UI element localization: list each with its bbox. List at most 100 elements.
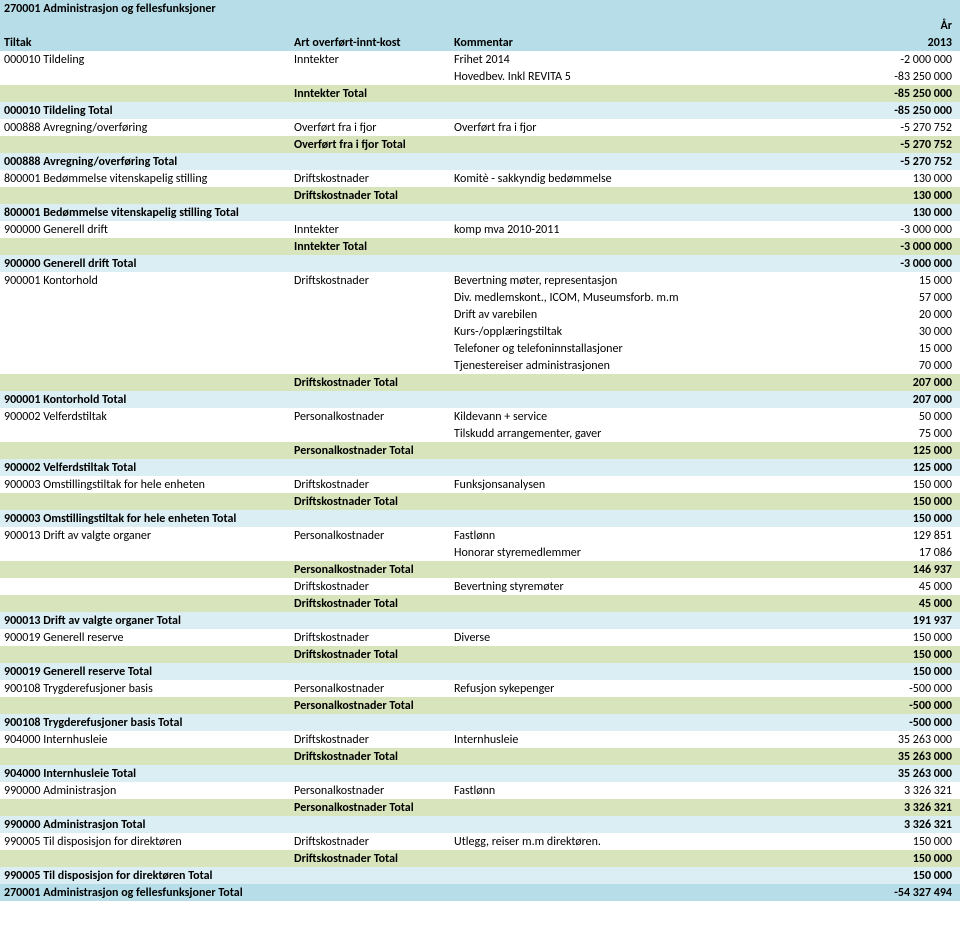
table-row: Kurs-/opplæringstiltak30 000 [0,323,960,340]
col-art: Personalkostnader [290,682,450,696]
col-value: 17 086 [820,546,960,560]
budget-table: 270001 Administrasjon og fellesfunksjone… [0,0,960,901]
table-row: 000888 Avregning/overføring Total -5 270 … [0,153,960,170]
col-tiltak: 900108 Trygderefusjoner basis Total [0,716,290,730]
col-art: Inntekter [290,53,450,67]
table-row: 000010 TildelingInntekterFrihet 2014-2 0… [0,51,960,68]
col-value: 50 000 [820,410,960,424]
table-row: Tjenestereiser administrasjonen70 000 [0,357,960,374]
col-kommentar: Refusjon sykepenger [450,682,820,696]
col-kommentar: Tilskudd arrangementer, gaver [450,427,820,441]
col-tiltak: 900001 Kontorhold [0,274,290,288]
col-value: 15 000 [820,274,960,288]
table-row: 800001 Bedømmelse vitenskapelig stilling… [0,170,960,187]
col-value: -3 000 000 [820,240,960,254]
col-art: Driftskostnader [290,835,450,849]
table-row: TiltakArt overført-innt-kostKommentar201… [0,34,960,51]
col-art: Driftskostnader [290,631,450,645]
table-row: Hovedbev. Inkl REVITA 5-83 250 000 [0,68,960,85]
col-tiltak: Tiltak [0,36,290,50]
col-value: -500 000 [820,699,960,713]
col-art: Personalkostnader Total [290,801,450,815]
col-art: Overført fra i fjor Total [290,138,450,152]
table-row: Inntekter Total-85 250 000 [0,85,960,102]
col-value: 15 000 [820,342,960,356]
col-tiltak: 990000 Administrasjon Total [0,818,290,832]
col-kommentar: Drift av varebilen [450,308,820,322]
table-row: Inntekter Total-3 000 000 [0,238,960,255]
table-row: Personalkostnader Total3 326 321 [0,799,960,816]
col-value: -5 270 752 [820,155,960,169]
table-row: 900108 Trygderefusjoner basis Total-500 … [0,714,960,731]
col-tiltak: 000888 Avregning/overføring Total [0,155,290,169]
col-art: Personalkostnader [290,529,450,543]
col-value: 129 851 [820,529,960,543]
col-value: 150 000 [820,869,960,883]
table-row: 900000 Generell driftInntekterkomp mva 2… [0,221,960,238]
col-kommentar: Funksjonsanalysen [450,478,820,492]
col-tiltak: 900000 Generell drift Total [0,257,290,271]
table-row: 990000 AdministrasjonPersonalkostnaderFa… [0,782,960,799]
col-kommentar: Telefoner og telefoninnstallasjoner [450,342,820,356]
col-tiltak: 990005 Til disposisjon for direktøren To… [0,869,290,883]
col-value: 75 000 [820,427,960,441]
table-row: 900002 Velferdstiltak Total 125 000 [0,459,960,476]
col-value: 150 000 [820,478,960,492]
col-value: 207 000 [820,376,960,390]
col-kommentar: Fastlønn [450,784,820,798]
col-value: 130 000 [820,189,960,203]
col-kommentar: Hovedbev. Inkl REVITA 5 [450,70,820,84]
table-row: 900003 Omstillingstiltak for hele enhete… [0,476,960,493]
col-art: Driftskostnader [290,478,450,492]
table-row: Drift av varebilen20 000 [0,306,960,323]
table-row: Driftskostnader Total35 263 000 [0,748,960,765]
col-value: 20 000 [820,308,960,322]
col-value: 150 000 [820,835,960,849]
col-tiltak: 900013 Drift av valgte organer Total [0,614,290,628]
col-value: 45 000 [820,580,960,594]
table-row: 900019 Generell reserveDriftskostnaderDi… [0,629,960,646]
col-art: Driftskostnader Total [290,495,450,509]
table-row: Driftskostnader Total 130 000 [0,187,960,204]
col-tiltak: 900002 Velferdstiltak Total [0,461,290,475]
table-row: 900013 Drift av valgte organerPersonalko… [0,527,960,544]
col-art: Art overført-innt-kost [290,36,450,50]
col-value: 125 000 [820,461,960,475]
col-value: 35 263 000 [820,733,960,747]
col-tiltak: 900000 Generell drift [0,223,290,237]
col-value: -2 000 000 [820,53,960,67]
col-art: Driftskostnader Total [290,189,450,203]
col-value: -3 000 000 [820,257,960,271]
col-kommentar: Bevertning styremøter [450,580,820,594]
col-kommentar: Frihet 2014 [450,53,820,67]
table-row: 900013 Drift av valgte organer Total191 … [0,612,960,629]
table-row: 900000 Generell drift Total -3 000 000 [0,255,960,272]
col-value: 150 000 [820,512,960,526]
col-art: Personalkostnader Total [290,444,450,458]
col-value: -500 000 [820,682,960,696]
table-row: År [0,17,960,34]
col-kommentar: Internhusleie [450,733,820,747]
table-row: 800001 Bedømmelse vitenskapelig stilling… [0,204,960,221]
table-row: Tilskudd arrangementer, gaver75 000 [0,425,960,442]
col-kommentar: Div. medlemskont., ICOM, Museumsforb. m.… [450,291,820,305]
col-art: Personalkostnader Total [290,699,450,713]
table-row: 990005 Til disposisjon for direktøren To… [0,867,960,884]
col-art: Driftskostnader [290,274,450,288]
table-row: 900003 Omstillingstiltak for hele enhete… [0,510,960,527]
col-tiltak: 270001 Administrasjon og fellesfunksjone… [0,886,290,900]
col-value: 125 000 [820,444,960,458]
table-row: Driftskostnader Total150 000 [0,493,960,510]
col-tiltak: 900002 Velferdstiltak [0,410,290,424]
col-art: Driftskostnader [290,580,450,594]
col-tiltak: 800001 Bedømmelse vitenskapelig stilling… [0,206,290,220]
col-tiltak: 990005 Til disposisjon for direktøren [0,835,290,849]
col-kommentar: Overført fra i fjor [450,121,820,135]
col-art: Inntekter [290,223,450,237]
col-value: 35 263 000 [820,767,960,781]
col-value: 3 326 321 [820,784,960,798]
col-value: 2013 [820,36,960,50]
table-row: Personalkostnader Total -500 000 [0,697,960,714]
col-art: Personalkostnader [290,784,450,798]
col-value: -3 000 000 [820,223,960,237]
